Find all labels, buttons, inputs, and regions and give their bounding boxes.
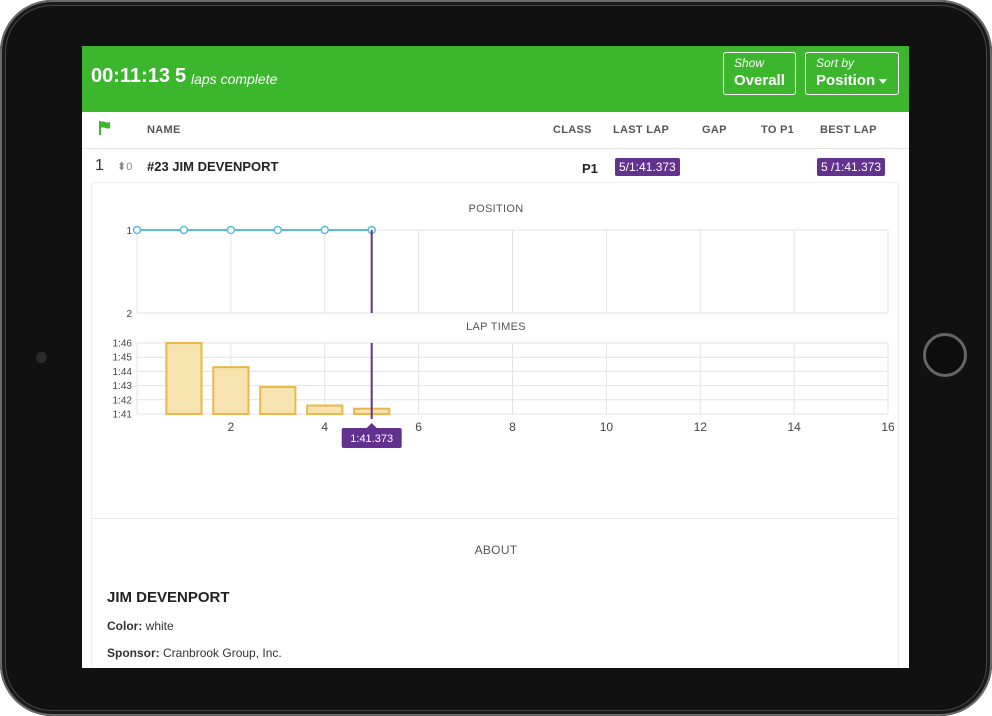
position-point [132,225,142,235]
laptimes-chart: 1:41 1:42 1:43 1:44 1:45 1:46 2 4 6 8 10 12 14 16 1:41… [113,339,895,448]
last-lap-badge: 5/1:41.373 [615,158,680,176]
y-tick-label: 1:43 [113,381,133,392]
updown-arrow-icon: ⬍ [117,161,127,173]
show-label: Show [734,56,765,70]
x-tick-label: 2 [228,420,235,434]
y-tick-label: 1:45 [113,353,133,364]
y-tick-label: 1:44 [113,367,133,378]
x-tick-label: 12 [694,420,708,434]
y-tick-label: 1:41 [113,410,133,421]
x-tick-label: 4 [321,420,328,434]
x-tick-label: 6 [415,420,422,434]
color-info: Color: white [107,619,174,633]
show-filter-button[interactable]: Show Overall [723,52,796,95]
lap-time-bar [306,404,344,416]
sort-by-button[interactable]: Sort by Position [805,52,899,95]
col-class[interactable]: CLASS [553,124,592,136]
lap-time-bar [212,366,250,415]
position-change-value: 0 [126,161,133,173]
show-value: Overall [734,72,785,89]
sponsor-label: Sponsor: [107,646,160,660]
laps-count: 5 [175,65,187,87]
lap-time-bar [165,342,203,415]
driver-row[interactable]: 1 ⬍0 #23 JIM DEVENPORT P1 5/1:41.373 5 /… [82,149,909,181]
column-header: NAME CLASS LAST LAP GAP TO P1 BEST LAP [82,112,909,149]
position-chart-title: POSITION [468,203,524,215]
driver-name: #23 JIM DEVENPORT [147,159,279,174]
col-name[interactable]: NAME [147,124,181,136]
x-tick-label: 16 [881,420,895,434]
sponsor-value: Cranbrook Group, Inc. [163,646,282,660]
sponsor-info: Sponsor: Cranbrook Group, Inc. [107,646,282,660]
y-tick-label: 1 [126,226,132,237]
app-screen: 00:11:13 5 laps complete Show Overall So… [82,46,909,668]
position-number: 1 [95,157,104,174]
sort-value: Position [816,72,876,89]
elapsed-time: 00:11:13 [91,65,170,87]
y-tick-label: 1:46 [113,339,133,350]
x-tick-label: 10 [600,420,614,434]
position-point [320,225,329,235]
home-button[interactable] [923,333,967,377]
driver-class: P1 [582,161,598,176]
col-best-lap[interactable]: BEST LAP [820,124,877,136]
about-title: ABOUT [474,543,518,557]
position-point [179,225,189,235]
sort-label: Sort by [816,56,855,70]
y-tick-label: 2 [126,309,132,320]
about-driver-name: JIM DEVENPORT [107,589,230,606]
top-bar: 00:11:13 5 laps complete Show Overall So… [82,46,909,112]
marker-label-box [341,428,402,448]
y-tick-label: 1:42 [113,395,133,406]
position-point [226,225,236,235]
marker-label: 1:41.373 [350,433,393,445]
x-tick-label: 14 [787,420,801,434]
laps-label: laps complete [191,71,278,87]
col-gap[interactable]: GAP [702,124,727,136]
position-change: ⬍0 [117,160,132,173]
divider [92,518,898,519]
lap-time-bar [259,386,297,415]
camera-dot [36,352,47,363]
best-lap-badge: 5 /1:41.373 [817,158,886,176]
marker-pointer [366,423,377,428]
laptimes-chart-title: LAP TIMES [466,321,526,333]
position-chart: 12 [126,225,889,320]
x-tick-label: 8 [509,420,516,434]
color-value: white [145,619,174,633]
col-to-p1[interactable]: TO P1 [761,124,795,136]
flag-icon [99,121,110,135]
color-label: Color: [107,619,143,633]
position-point [273,225,283,235]
caret-down-icon [879,78,888,84]
col-last-lap[interactable]: LAST LAP [613,124,670,136]
